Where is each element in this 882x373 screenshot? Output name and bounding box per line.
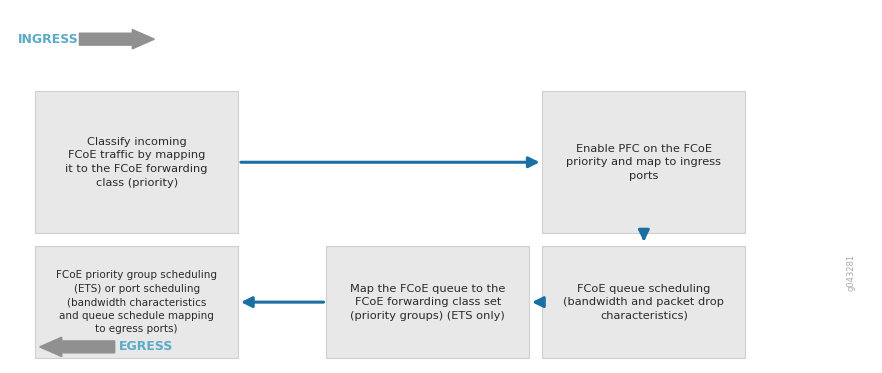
Text: Classify incoming
FCoE traffic by mapping
it to the FCoE forwarding
class (prior: Classify incoming FCoE traffic by mappin… xyxy=(65,137,208,188)
Text: INGRESS: INGRESS xyxy=(18,33,78,46)
FancyBboxPatch shape xyxy=(542,246,745,358)
Text: FCoE priority group scheduling
(ETS) or port scheduling
(bandwidth characteristi: FCoE priority group scheduling (ETS) or … xyxy=(56,270,217,334)
Text: EGRESS: EGRESS xyxy=(119,341,174,353)
FancyBboxPatch shape xyxy=(35,246,238,358)
FancyBboxPatch shape xyxy=(35,91,238,233)
Text: FCoE queue scheduling
(bandwidth and packet drop
characteristics): FCoE queue scheduling (bandwidth and pac… xyxy=(564,283,724,321)
FancyArrow shape xyxy=(40,337,115,357)
FancyBboxPatch shape xyxy=(326,246,529,358)
FancyArrow shape xyxy=(79,29,154,49)
FancyBboxPatch shape xyxy=(542,91,745,233)
Text: Enable PFC on the FCoE
priority and map to ingress
ports: Enable PFC on the FCoE priority and map … xyxy=(566,144,721,181)
Text: g043281: g043281 xyxy=(847,254,856,291)
Text: Map the FCoE queue to the
FCoE forwarding class set
(priority groups) (ETS only): Map the FCoE queue to the FCoE forwardin… xyxy=(350,283,505,321)
